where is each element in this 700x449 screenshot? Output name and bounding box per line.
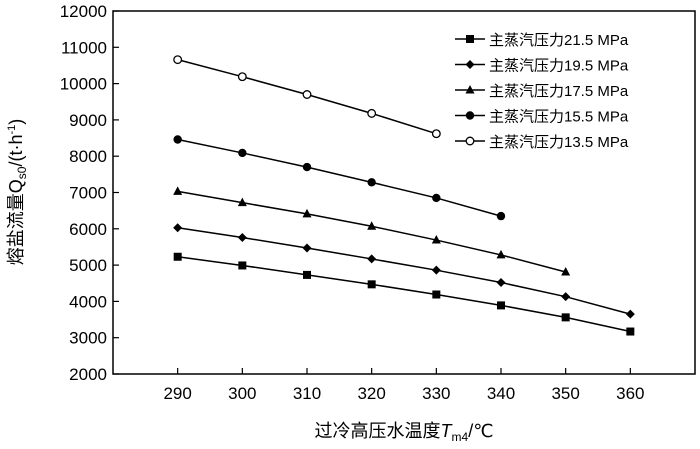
x-axis: 290 300 310 320 330 340 350 360 (163, 368, 645, 403)
data-point-diamond (302, 243, 312, 253)
data-point-triangle (431, 235, 441, 244)
series-5 (173, 55, 441, 139)
y-tick-label: 7000 (69, 184, 107, 203)
series-3 (173, 186, 571, 276)
data-point-square (561, 313, 570, 322)
legend-item: 主蒸汽压力13.5 MPa (455, 134, 629, 151)
legend-label: 主蒸汽压力17.5 MPa (489, 83, 629, 100)
legend: 主蒸汽压力21.5 MPa 主蒸汽压力19.5 MPa 主蒸汽压力17.5 MPa 主… (455, 32, 629, 151)
legend-label: 主蒸汽压力15.5 MPa (489, 109, 629, 126)
data-point-circle (465, 111, 475, 120)
data-point-circle (432, 193, 441, 203)
data-point-square (303, 270, 311, 279)
legend-item: 主蒸汽压力21.5 MPa (455, 32, 629, 49)
data-point-circle (173, 135, 182, 144)
y-tick-label: 9000 (69, 111, 107, 130)
legend-label: 主蒸汽压力21.5 MPa (489, 32, 629, 49)
y-tick-label: 5000 (69, 256, 107, 275)
x-tick-label: 330 (422, 384, 450, 403)
y-tick-label: 10000 (60, 75, 107, 94)
y-tick-label: 11000 (61, 38, 107, 57)
series-1 (173, 252, 635, 336)
legend-item: 主蒸汽压力15.5 MPa (455, 109, 629, 126)
y-tick-label: 8000 (69, 147, 107, 166)
data-point-diamond (237, 233, 247, 243)
legend-label: 主蒸汽压力13.5 MPa (489, 134, 629, 151)
y-axis: 2000 3000 4000 5000 6000 7000 8000 9000 10000 110… (60, 2, 119, 384)
y-tick-label: 12000 (60, 2, 107, 21)
data-point-triangle (561, 266, 571, 276)
data-point-diamond (431, 265, 441, 275)
data-point-open-circle (465, 136, 475, 146)
x-tick-label: 340 (487, 384, 515, 403)
series-line (177, 226, 631, 315)
data-point-triangle (496, 249, 506, 259)
x-tick-label: 310 (293, 384, 321, 403)
data-point-triangle (465, 85, 475, 94)
data-point-square (626, 327, 635, 336)
y-tick-label: 3000 (69, 329, 107, 348)
data-point-diamond (625, 309, 635, 319)
data-point-triangle (237, 197, 247, 207)
legend-label: 主蒸汽压力19.5 MPa (489, 58, 629, 75)
series-line (177, 138, 502, 217)
series-layer (173, 55, 635, 336)
legend-item: 主蒸汽压力19.5 MPa (455, 58, 629, 75)
data-point-square (238, 261, 247, 270)
y-tick-label: 2000 (69, 365, 107, 384)
y-tick-label: 4000 (69, 292, 107, 311)
data-point-square (497, 301, 505, 310)
y-axis-title: 熔盐流量Qs0/(t·h-1) (6, 119, 29, 266)
series-line (177, 256, 631, 333)
data-point-square (432, 290, 441, 299)
x-tick-label: 320 (357, 384, 385, 403)
data-point-square (173, 252, 182, 261)
data-point-open-circle (237, 72, 247, 82)
data-point-open-circle (173, 55, 183, 65)
series-2 (173, 223, 635, 319)
data-point-circle (238, 148, 247, 158)
y-tick-label: 6000 (69, 220, 107, 239)
x-tick-label: 290 (163, 384, 191, 403)
series-4 (173, 135, 506, 221)
data-point-diamond (465, 60, 475, 69)
data-point-circle (496, 211, 506, 221)
x-tick-label: 360 (616, 384, 644, 403)
data-point-open-circle (302, 90, 312, 99)
data-point-circle (302, 162, 312, 172)
data-point-square (466, 35, 474, 43)
data-point-diamond (496, 278, 506, 288)
data-point-triangle (302, 208, 312, 218)
data-point-circle (367, 178, 376, 187)
data-point-diamond (561, 292, 571, 302)
data-point-open-circle (367, 108, 377, 118)
x-tick-label: 300 (228, 384, 256, 403)
data-point-open-circle (431, 129, 441, 139)
data-point-square (367, 280, 376, 289)
legend-item: 主蒸汽压力17.5 MPa (455, 83, 629, 100)
x-tick-label: 350 (551, 384, 579, 403)
data-point-triangle (367, 221, 377, 230)
data-point-diamond (367, 254, 377, 264)
x-axis-title: 过冷高压水温度Tm4/℃ (315, 421, 494, 444)
data-point-diamond (173, 223, 183, 233)
data-point-triangle (173, 186, 183, 195)
